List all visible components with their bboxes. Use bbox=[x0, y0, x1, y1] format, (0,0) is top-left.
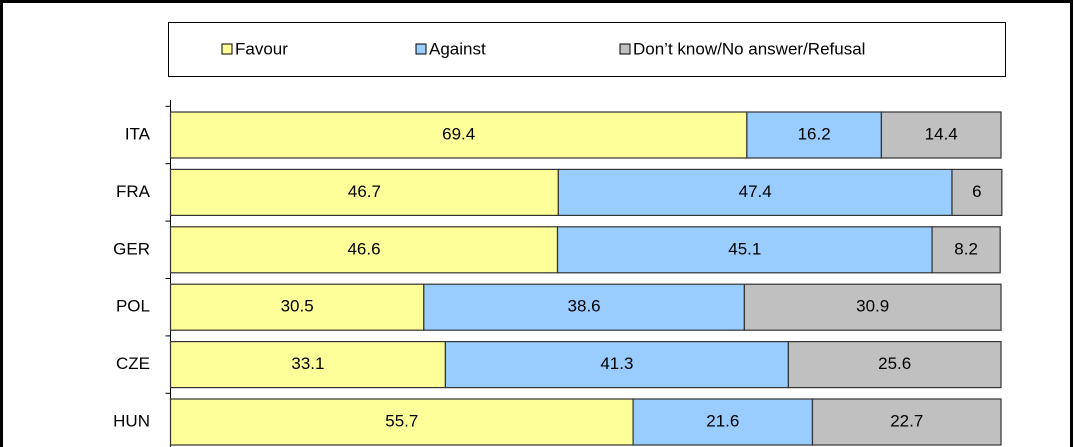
legend-swatch bbox=[221, 43, 233, 55]
y-tick-label: ITA bbox=[125, 124, 151, 143]
bar-segment bbox=[169, 111, 748, 159]
y-tick-label: POL bbox=[116, 297, 150, 316]
data-label: 38.6 bbox=[568, 297, 601, 316]
data-label: 41.3 bbox=[600, 354, 633, 373]
data-label: 45.1 bbox=[728, 239, 761, 258]
bar-segment bbox=[169, 168, 559, 216]
data-label: 33.1 bbox=[291, 354, 324, 373]
y-tick-label: HUN bbox=[113, 411, 150, 430]
legend-label: Don’t know/No answer/Refusal bbox=[633, 39, 865, 58]
legend-label: Favour bbox=[235, 39, 288, 58]
data-label: 16.2 bbox=[798, 124, 831, 143]
bar-segment bbox=[169, 226, 559, 274]
data-label: 46.7 bbox=[348, 182, 381, 201]
bar-segment bbox=[931, 226, 1001, 274]
bar-segment bbox=[632, 398, 814, 446]
data-label: 6 bbox=[972, 182, 981, 201]
legend-box bbox=[168, 22, 1006, 77]
bar-segment bbox=[746, 111, 883, 159]
data-label: 55.7 bbox=[385, 411, 418, 430]
bar-segment bbox=[951, 168, 1003, 216]
data-label: 25.6 bbox=[878, 354, 911, 373]
data-label: 30.5 bbox=[281, 297, 314, 316]
data-label: 14.4 bbox=[925, 124, 958, 143]
y-tick-label: CZE bbox=[116, 354, 150, 373]
bar-segment bbox=[169, 283, 425, 331]
bar-segment bbox=[557, 168, 953, 216]
data-label: 30.9 bbox=[856, 297, 889, 316]
legend-swatch bbox=[415, 43, 427, 55]
legend-label: Against bbox=[429, 39, 486, 58]
bar-segment bbox=[169, 341, 446, 389]
data-label: 46.6 bbox=[347, 239, 380, 258]
bar-segment bbox=[169, 398, 634, 446]
data-label: 21.6 bbox=[706, 411, 739, 430]
y-tick-label: FRA bbox=[116, 182, 151, 201]
legend-swatch bbox=[619, 43, 631, 55]
data-label: 22.7 bbox=[890, 411, 923, 430]
bar-segment bbox=[423, 283, 745, 331]
bar-segment bbox=[743, 283, 1002, 331]
y-tick-label: GER bbox=[113, 239, 150, 258]
data-label: 47.4 bbox=[739, 182, 772, 201]
data-label: 69.4 bbox=[442, 124, 475, 143]
data-label: 8.2 bbox=[954, 239, 978, 258]
bar-segment bbox=[880, 111, 1002, 159]
bar-segment bbox=[444, 341, 789, 389]
bar-segment bbox=[787, 341, 1002, 389]
bar-segment bbox=[811, 398, 1002, 446]
